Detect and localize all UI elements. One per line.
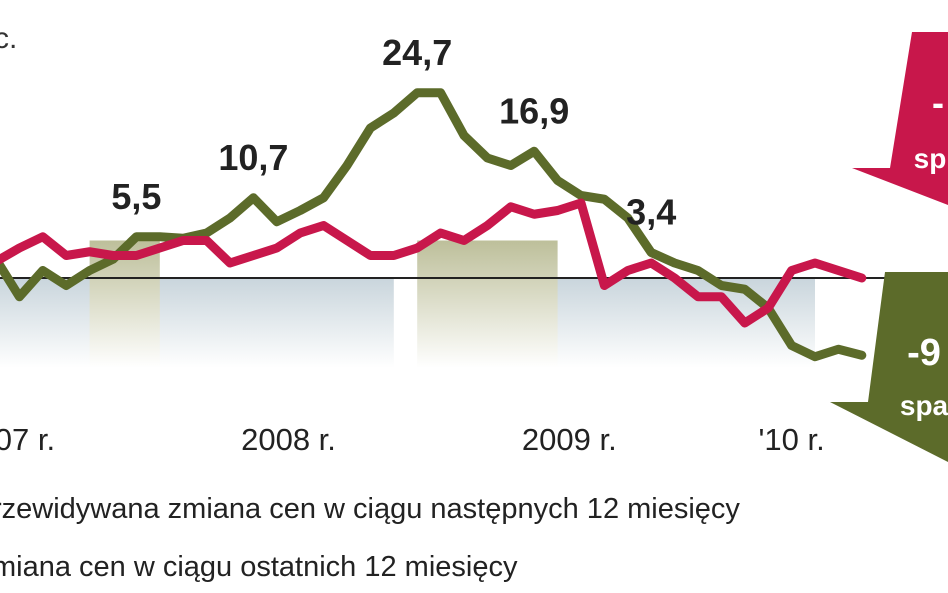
line-chart: - sp -9 spa 5,5 10,7 24,7 16,9 3,4 2007 r. 2008 … (0, 32, 948, 462)
series-lines (0, 88, 867, 362)
callout-label-forecast: spa (900, 390, 948, 421)
x-tick-label: '10 r. (758, 422, 824, 457)
data-label: 24,7 (382, 32, 452, 73)
legend-item-past: miana cen w ciągu ostatnich 12 miesięcy (0, 551, 518, 583)
x-tick-label: 2007 r. (0, 422, 55, 457)
callout-label-past: sp (914, 143, 947, 174)
callout-arrow-past (852, 32, 948, 205)
data-label: 16,9 (499, 90, 569, 131)
callout-arrow-forecast (830, 272, 948, 462)
data-label: 10,7 (218, 137, 288, 178)
callout-value-forecast: -9 (907, 332, 941, 374)
shaded-bands (0, 240, 815, 368)
shaded-column (417, 240, 558, 368)
data-labels: 5,5 10,7 24,7 16,9 3,4 (111, 32, 676, 233)
shaded-band (0, 278, 394, 368)
series-line-forecast (0, 88, 867, 362)
callouts: - sp -9 spa (830, 32, 948, 462)
data-label: 5,5 (111, 176, 161, 217)
legend-item-forecast: rzewidywana zmiana cen w ciągu następnyc… (0, 493, 740, 525)
x-tick-label: 2009 r. (522, 422, 617, 457)
corner-note: c. (0, 22, 18, 55)
callout-value-past: - (932, 82, 944, 123)
series-line-past (0, 198, 867, 328)
x-tick-label: 2008 r. (241, 422, 336, 457)
x-tick-labels: 2007 r. 2008 r. 2009 r. '10 r. (0, 422, 825, 457)
data-label: 3,4 (626, 192, 676, 233)
